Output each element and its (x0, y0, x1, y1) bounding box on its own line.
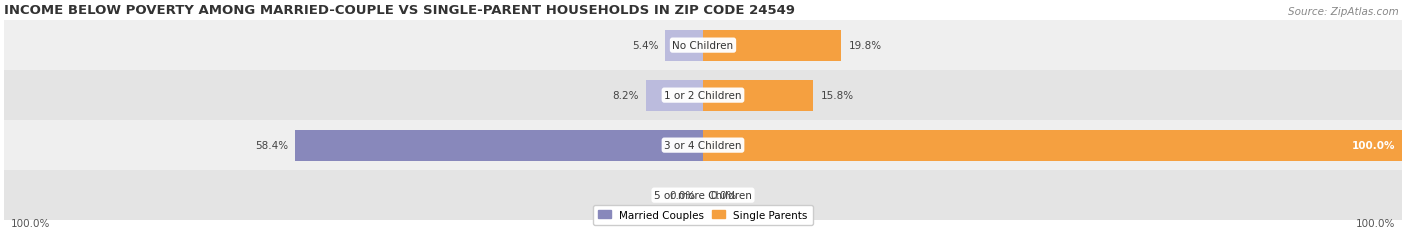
Bar (703, 130, 1402, 161)
Text: INCOME BELOW POVERTY AMONG MARRIED-COUPLE VS SINGLE-PARENT HOUSEHOLDS IN ZIP COD: INCOME BELOW POVERTY AMONG MARRIED-COUPL… (4, 4, 796, 17)
Text: 58.4%: 58.4% (254, 140, 288, 150)
Text: 0.0%: 0.0% (710, 190, 737, 200)
Text: Source: ZipAtlas.com: Source: ZipAtlas.com (1288, 7, 1399, 17)
Bar (4, 170, 1402, 220)
Bar (4, 21, 1402, 71)
Text: 19.8%: 19.8% (848, 41, 882, 51)
Text: 8.2%: 8.2% (612, 91, 638, 101)
Bar (703, 80, 814, 111)
Text: 5 or more Children: 5 or more Children (654, 190, 752, 200)
Text: 15.8%: 15.8% (821, 91, 853, 101)
Bar (4, 121, 1402, 170)
Text: 100.0%: 100.0% (1355, 218, 1395, 228)
Legend: Married Couples, Single Parents: Married Couples, Single Parents (593, 205, 813, 225)
Text: 100.0%: 100.0% (1351, 140, 1395, 150)
Bar (665, 30, 703, 61)
Text: 0.0%: 0.0% (669, 190, 696, 200)
Bar (4, 71, 1402, 121)
Text: 100.0%: 100.0% (11, 218, 51, 228)
Bar (295, 130, 703, 161)
Bar (703, 30, 841, 61)
Text: No Children: No Children (672, 41, 734, 51)
Text: 5.4%: 5.4% (631, 41, 658, 51)
Bar (645, 80, 703, 111)
Text: 1 or 2 Children: 1 or 2 Children (664, 91, 742, 101)
Text: 3 or 4 Children: 3 or 4 Children (664, 140, 742, 150)
